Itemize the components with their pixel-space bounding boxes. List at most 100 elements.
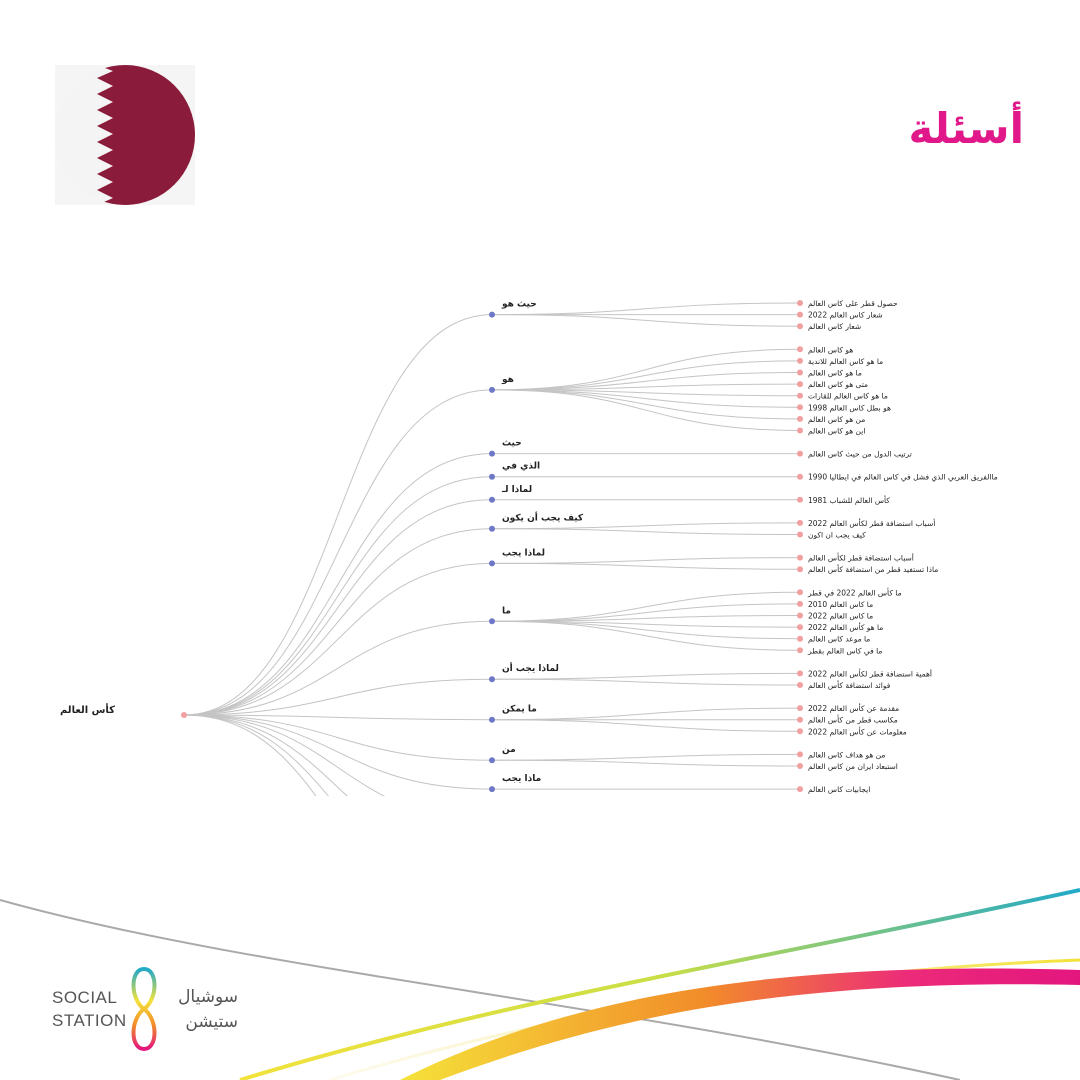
leaf-node [797,670,803,677]
leaf-label: ما في كاس العالم بقطر [807,646,882,655]
leaf-label: ما هو كاس العالم للاندية [808,357,883,366]
edge-branch-leaf [491,719,801,732]
logo-eight-icon [131,966,157,1052]
branch-label: حيث هو [501,300,537,310]
decorative-swoosh [0,888,1080,1080]
leaf-label: اين هو كاس العالم [808,427,865,436]
edge-branch-leaf [491,302,801,316]
edge-root-branch [183,714,386,796]
branch-label: الذي في [502,462,540,472]
edge-branch-leaf [491,389,801,408]
branch-node [489,473,495,480]
edge-branch-leaf [491,591,801,622]
leaf-node [797,427,803,434]
edge-branch-leaf [491,759,801,767]
leaf-label: ما هو كاس العالم للقارات [808,392,888,401]
branch-node [489,311,495,318]
page-title: أسئلة [908,104,1024,153]
edge-root-branch [183,389,493,716]
edge-branch-leaf [491,620,801,651]
leaf-label: ما هو كاس العالم [808,369,862,378]
edge-branch-leaf [491,389,801,420]
leaf-node [797,496,803,503]
edge-root-branch [183,714,348,796]
branch-node [489,757,495,764]
edge-root-branch [183,714,493,761]
leaf-node [797,600,803,607]
leaf-node [797,624,803,631]
social-station-logo: SOCIAL STATION سوشيال ستيشن [52,965,252,1055]
leaf-node [797,346,803,353]
leaf-label: أهمية استضافة قطر لكأس العالم 2022 [808,668,932,678]
logo-text-en: SOCIAL STATION [52,987,127,1033]
branch-node [489,496,495,503]
edge-root-branch [183,314,493,716]
branch-label: لماذا يجب أن [502,662,559,674]
leaf-label: شعار كاس العالم [808,322,861,331]
leaf-node [797,369,803,376]
leaf-label: من هو كاس العالم [808,415,865,424]
leaf-label: متى هو كاس العالم [808,380,868,389]
leaf-node [797,381,803,388]
leaf-node [797,612,803,619]
leaf-node [797,519,803,526]
edge-branch-leaf [491,620,801,640]
root-node [181,712,187,718]
leaf-node [797,705,803,712]
edge-branch-leaf [491,389,801,431]
edge-root-branch [183,528,493,716]
leaf-label: حصول قطر على كاس العالم [808,299,898,308]
leaf-label: ايجابيات كاس العالم [808,785,870,794]
branch-node [489,560,495,567]
edge-root-branch [183,562,493,716]
branch-label: كيف يجب أن يكون [502,512,584,524]
leaf-node [797,728,803,735]
root-label: كأس العالم [60,703,115,716]
branch-node [489,525,495,532]
branch-label: من [502,745,516,755]
leaf-label: مقدمة عن كأس العالم 2022 [808,703,899,713]
edge-branch-leaf [491,522,801,530]
edge-root-branch [183,714,330,796]
edge-branch-leaf [491,314,801,327]
leaf-node [797,311,803,318]
leaf-node [797,450,803,457]
leaf-node [797,554,803,561]
leaf-label: كأس العالم للشباب 1981 [808,495,890,505]
leaf-label: ما كأس العالم 2022 في قطر [807,587,902,597]
leaf-node [797,323,803,330]
edge-branch-leaf [491,603,801,622]
leaf-node [797,404,803,411]
logo-line1: SOCIAL [52,988,118,1007]
edge-branch-leaf [491,562,801,570]
leaf-node [797,635,803,642]
leaf-label: مكاسب قطر من كأس العالم [808,715,898,725]
leaf-node [797,357,803,364]
leaf-label: ما كاس العالم 2022 [808,612,873,621]
leaf-label: هو كاس العالم [808,345,853,354]
branch-node [489,716,495,723]
leaf-label: ما هو كأس العالم 2022 [808,622,883,632]
logo-ar-line1: سوشيال [178,987,238,1007]
qatar-flag [55,65,195,205]
leaf-node [797,415,803,422]
leaf-label: ماالفريق العربي الذي فشل في كاس العالم ف… [808,473,998,482]
edge-root-branch [183,678,493,716]
leaf-node [797,786,803,793]
edge-branch-leaf [491,348,801,391]
edge-branch-leaf [491,557,801,564]
logo-ar-line2: ستيشن [185,1011,238,1032]
edge-root-branch [183,499,493,716]
leaf-label: معلومات عن كأس العالم 2022 [808,726,907,736]
branch-node [489,386,495,393]
leaf-label: كيف يجب ان اكون [808,531,866,540]
branch-node [489,786,495,793]
edge-branch-leaf [491,672,801,680]
leaf-label: شعار كاس العالم 2022 [808,311,883,320]
leaf-node [797,589,803,596]
leaf-node [797,566,803,573]
edge-root-branch [183,714,493,790]
edge-branch-leaf [491,753,801,761]
edge-branch-leaf [491,678,801,686]
leaf-node [797,531,803,538]
